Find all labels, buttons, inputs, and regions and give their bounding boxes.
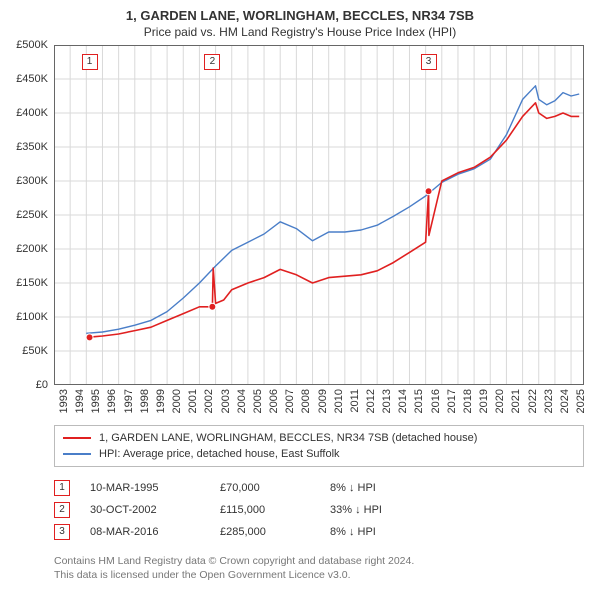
event-price: £70,000 — [220, 482, 310, 494]
y-axis-tick-label: £500K — [8, 39, 48, 51]
y-axis-tick-label: £450K — [8, 73, 48, 85]
legend-item: 1, GARDEN LANE, WORLINGHAM, BECCLES, NR3… — [63, 430, 575, 446]
event-marker: 1 — [82, 54, 98, 70]
x-axis-tick-label: 2013 — [381, 389, 393, 413]
x-axis-tick-label: 2006 — [268, 389, 280, 413]
y-axis-tick-label: £150K — [8, 277, 48, 289]
x-axis-tick-label: 2014 — [397, 389, 409, 413]
legend-swatch — [63, 453, 91, 455]
x-axis-tick-label: 2024 — [559, 389, 571, 413]
x-axis-tick-label: 2011 — [349, 389, 361, 413]
y-axis-tick-label: £250K — [8, 209, 48, 221]
y-axis-tick-label: £50K — [8, 345, 48, 357]
x-axis-tick-label: 2001 — [187, 389, 199, 413]
legend-label: 1, GARDEN LANE, WORLINGHAM, BECCLES, NR3… — [99, 432, 477, 444]
x-axis-tick-label: 2003 — [220, 389, 232, 413]
event-marker: 3 — [421, 54, 437, 70]
chart-subtitle: Price paid vs. HM Land Registry's House … — [10, 25, 590, 39]
event-date: 10-MAR-1995 — [90, 482, 200, 494]
x-axis-tick-label: 2008 — [300, 389, 312, 413]
x-axis-tick-label: 2004 — [236, 389, 248, 413]
x-axis-tick-label: 2025 — [575, 389, 587, 413]
x-axis-tick-label: 2022 — [527, 389, 539, 413]
chart-container: 1, GARDEN LANE, WORLINGHAM, BECCLES, NR3… — [0, 0, 600, 592]
footer-line2: This data is licensed under the Open Gov… — [54, 569, 584, 583]
x-axis-tick-label: 2009 — [317, 389, 329, 413]
event-number-box: 1 — [54, 480, 70, 496]
event-price: £115,000 — [220, 504, 310, 516]
legend: 1, GARDEN LANE, WORLINGHAM, BECCLES, NR3… — [54, 425, 584, 467]
event-marker: 2 — [204, 54, 220, 70]
events-table: 1 10-MAR-1995 £70,000 8% ↓ HPI 2 30-OCT-2002 £… — [54, 477, 584, 543]
legend-item: HPI: Average price, detached house, East… — [63, 446, 575, 462]
chart-svg — [54, 45, 584, 385]
footer-line1: Contains HM Land Registry data © Crown c… — [54, 555, 584, 569]
x-axis-tick-label: 2023 — [543, 389, 555, 413]
event-number-box: 2 — [54, 502, 70, 518]
x-axis-tick-label: 2016 — [430, 389, 442, 413]
x-axis-tick-label: 2018 — [462, 389, 474, 413]
legend-swatch — [63, 437, 91, 439]
chart-titles: 1, GARDEN LANE, WORLINGHAM, BECCLES, NR3… — [10, 8, 590, 39]
x-axis-tick-label: 2000 — [171, 389, 183, 413]
legend-label: HPI: Average price, detached house, East… — [99, 448, 340, 460]
y-axis-tick-label: £200K — [8, 243, 48, 255]
event-row: 3 08-MAR-2016 £285,000 8% ↓ HPI — [54, 521, 584, 543]
x-axis-tick-label: 1995 — [90, 389, 102, 413]
y-axis-tick-label: £350K — [8, 141, 48, 153]
event-row: 2 30-OCT-2002 £115,000 33% ↓ HPI — [54, 499, 584, 521]
event-price: £285,000 — [220, 526, 310, 538]
y-axis-tick-label: £100K — [8, 311, 48, 323]
y-axis-tick-label: £300K — [8, 175, 48, 187]
x-axis-tick-label: 2002 — [203, 389, 215, 413]
x-axis-tick-label: 1993 — [58, 389, 70, 413]
x-axis-tick-label: 2021 — [510, 389, 522, 413]
x-axis-tick-label: 2019 — [478, 389, 490, 413]
x-axis-tick-label: 2015 — [413, 389, 425, 413]
plot-area: £0£50K£100K£150K£200K£250K£300K£350K£400… — [54, 45, 584, 385]
event-number-box: 3 — [54, 524, 70, 540]
event-row: 1 10-MAR-1995 £70,000 8% ↓ HPI — [54, 477, 584, 499]
x-axis-tick-label: 2010 — [333, 389, 345, 413]
y-axis-tick-label: £0 — [8, 379, 48, 391]
chart-title-address: 1, GARDEN LANE, WORLINGHAM, BECCLES, NR3… — [10, 8, 590, 23]
x-axis-tick-label: 2020 — [494, 389, 506, 413]
x-axis-tick-label: 1999 — [155, 389, 167, 413]
x-axis-tick-label: 1998 — [139, 389, 151, 413]
x-axis-tick-label: 2005 — [252, 389, 264, 413]
x-axis-tick-label: 1997 — [123, 389, 135, 413]
event-delta: 8% ↓ HPI — [330, 526, 376, 538]
event-delta: 8% ↓ HPI — [330, 482, 376, 494]
x-axis-tick-label: 1994 — [74, 389, 86, 413]
event-date: 08-MAR-2016 — [90, 526, 200, 538]
x-axis-tick-label: 1996 — [106, 389, 118, 413]
x-axis-tick-label: 2017 — [446, 389, 458, 413]
x-axis-tick-label: 2007 — [284, 389, 296, 413]
x-axis-tick-label: 2012 — [365, 389, 377, 413]
event-date: 30-OCT-2002 — [90, 504, 200, 516]
footer-attribution: Contains HM Land Registry data © Crown c… — [54, 555, 584, 582]
y-axis-tick-label: £400K — [8, 107, 48, 119]
event-delta: 33% ↓ HPI — [330, 504, 382, 516]
